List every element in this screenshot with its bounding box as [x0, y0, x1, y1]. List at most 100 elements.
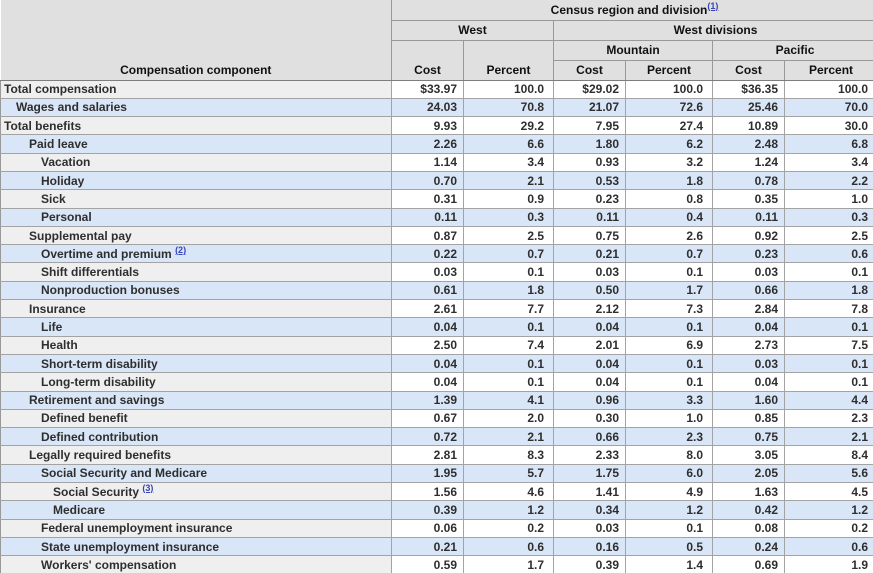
cell-west-cost: 0.11	[391, 207, 464, 227]
cell-mountain-percent: 2.6	[625, 225, 713, 246]
table-row: Personal 0.11 0.3 0.11 0.4 0.11 0.3	[0, 207, 873, 227]
table-row: Supplemental pay 0.87 2.5 0.75 2.6 0.92 2.5	[0, 225, 873, 246]
table-row: Workers' compensation 0.59 1.7 0.39 1.4 0.69 1…	[0, 555, 873, 573]
cell-pacific-percent: 2.1	[783, 427, 873, 447]
cell-mountain-cost: 1.80	[553, 134, 626, 154]
cell-pacific-percent: 7.8	[783, 299, 873, 319]
cell-mountain-percent: 0.7	[625, 244, 713, 264]
cell-pacific-cost: $36.35	[712, 79, 785, 99]
group-header-west-divisions: West divisions	[552, 19, 873, 41]
cell-pacific-percent: 4.5	[783, 482, 873, 502]
cell-mountain-percent: 6.9	[625, 335, 713, 355]
cell-west-percent: 4.1	[463, 390, 554, 410]
mountain-cost-header: Cost	[553, 59, 626, 81]
cell-pacific-cost: 2.05	[712, 463, 785, 484]
west-percent-header: Percent	[463, 39, 554, 81]
cell-west-percent: 70.8	[463, 97, 554, 118]
compensation-component-header: Compensation component	[0, 0, 392, 81]
cell-mountain-percent: 7.3	[625, 299, 713, 319]
cell-mountain-cost: 2.01	[553, 335, 626, 355]
cell-mountain-cost: 0.96	[553, 390, 626, 410]
cell-mountain-percent: 0.1	[625, 317, 713, 337]
cell-pacific-cost: 1.63	[712, 482, 785, 502]
table-row: Health 2.50 7.4 2.01 6.9 2.73 7.5	[0, 335, 873, 355]
cell-west-percent: 4.6	[463, 482, 554, 502]
cell-west-cost: 0.31	[391, 189, 464, 209]
cell-pacific-cost: 25.46	[712, 97, 785, 118]
table-row: Insurance 2.61 7.7 2.12 7.3 2.84 7.8	[0, 299, 873, 319]
table-row: Holiday 0.70 2.1 0.53 1.8 0.78 2.2	[0, 170, 873, 191]
cell-pacific-cost: 0.35	[712, 189, 785, 209]
cell-west-percent: 0.3	[463, 207, 554, 227]
cell-mountain-percent: 0.4	[625, 207, 713, 227]
cell-west-percent: 0.9	[463, 189, 554, 209]
row-label: Sick	[0, 189, 392, 209]
row-label: Nonproduction bonuses	[0, 280, 392, 301]
census-region-header: Census region and division(1)	[390, 0, 873, 21]
row-label: Life	[0, 317, 392, 337]
cell-west-cost: 0.06	[391, 518, 464, 538]
table-row: Defined contribution 0.72 2.1 0.66 2.3 0.75 2.…	[0, 427, 873, 447]
cell-mountain-cost: 0.34	[553, 500, 626, 520]
footnote-1-link[interactable]: (1)	[707, 0, 719, 11]
cell-west-cost: 1.39	[391, 390, 464, 410]
cell-west-cost: 9.93	[391, 116, 464, 136]
cell-pacific-cost: 0.11	[712, 207, 785, 227]
cell-pacific-percent: 70.0	[783, 97, 873, 118]
cell-west-percent: 2.5	[463, 225, 554, 246]
cell-pacific-cost: 3.05	[712, 445, 785, 465]
cell-west-percent: 0.7	[463, 244, 554, 264]
cell-west-cost: $33.97	[391, 79, 464, 99]
cell-west-cost: 0.59	[391, 555, 464, 573]
row-label: Defined contribution	[0, 427, 392, 447]
cell-pacific-cost: 0.75	[712, 427, 785, 447]
header-row-subgroups: Cost Percent Mountain Pacific	[1, 39, 873, 81]
footnote-link[interactable]: (2)	[175, 244, 187, 255]
cell-pacific-cost: 10.89	[712, 116, 785, 136]
cell-mountain-percent: 0.1	[625, 353, 713, 374]
cell-west-cost: 0.87	[391, 225, 464, 246]
pacific-cost-header: Cost	[712, 59, 785, 81]
footnote-1-sup: (1)	[707, 1, 718, 11]
cell-west-cost: 1.14	[391, 152, 464, 172]
cell-west-cost: 2.26	[391, 134, 464, 154]
cell-pacific-cost: 2.73	[712, 335, 785, 355]
table-row: Total compensation $33.97 100.0 $29.02 100.0…	[0, 79, 873, 99]
cell-mountain-cost: 0.11	[553, 207, 626, 227]
cell-pacific-cost: 0.85	[712, 408, 785, 429]
row-label: Vacation	[0, 152, 392, 172]
cell-mountain-percent: 6.2	[625, 134, 713, 154]
cell-west-percent: 2.1	[463, 427, 554, 447]
cell-mountain-percent: 3.2	[625, 152, 713, 172]
cell-mountain-cost: 1.41	[553, 482, 626, 502]
header-row-title: Compensation component Census region and…	[0, 0, 873, 81]
cell-west-cost: 0.22	[391, 244, 464, 264]
table-row: Defined benefit 0.67 2.0 0.30 1.0 0.85 2.3	[0, 408, 873, 429]
cell-mountain-cost: 0.04	[553, 372, 626, 392]
cell-pacific-percent: 2.3	[783, 408, 873, 429]
table-row: Social Security (3) 1.56 4.6 1.41 4.9 1.63 4.5	[0, 482, 873, 502]
table-row: Paid leave 2.26 6.6 1.80 6.2 2.48 6.8	[0, 134, 873, 154]
row-label: Total compensation	[0, 79, 392, 99]
cell-pacific-cost: 0.78	[712, 170, 785, 191]
cell-pacific-cost: 2.48	[712, 134, 785, 154]
table-body: Total compensation $33.97 100.0 $29.02 100.0…	[0, 79, 873, 573]
cell-pacific-percent: 0.6	[783, 536, 873, 557]
cell-pacific-cost: 0.08	[712, 518, 785, 538]
row-label: Insurance	[0, 299, 392, 319]
cell-pacific-cost: 1.60	[712, 390, 785, 410]
footnote-link[interactable]: (3)	[142, 482, 154, 493]
cell-mountain-percent: 1.8	[625, 170, 713, 191]
cell-mountain-percent: 1.2	[625, 500, 713, 520]
cell-west-cost: 0.67	[391, 408, 464, 429]
cell-west-cost: 0.04	[391, 372, 464, 392]
cell-mountain-percent: 4.9	[625, 482, 713, 502]
cell-mountain-cost: 0.03	[553, 262, 626, 282]
cell-pacific-percent: 7.5	[783, 335, 873, 355]
cell-mountain-percent: 3.3	[625, 390, 713, 410]
table-row: Overtime and premium (2) 0.22 0.7 0.21 0.7 0.…	[0, 244, 873, 264]
row-label: Holiday	[0, 170, 392, 191]
cell-west-percent: 100.0	[463, 79, 554, 99]
cell-pacific-cost: 0.03	[712, 353, 785, 374]
